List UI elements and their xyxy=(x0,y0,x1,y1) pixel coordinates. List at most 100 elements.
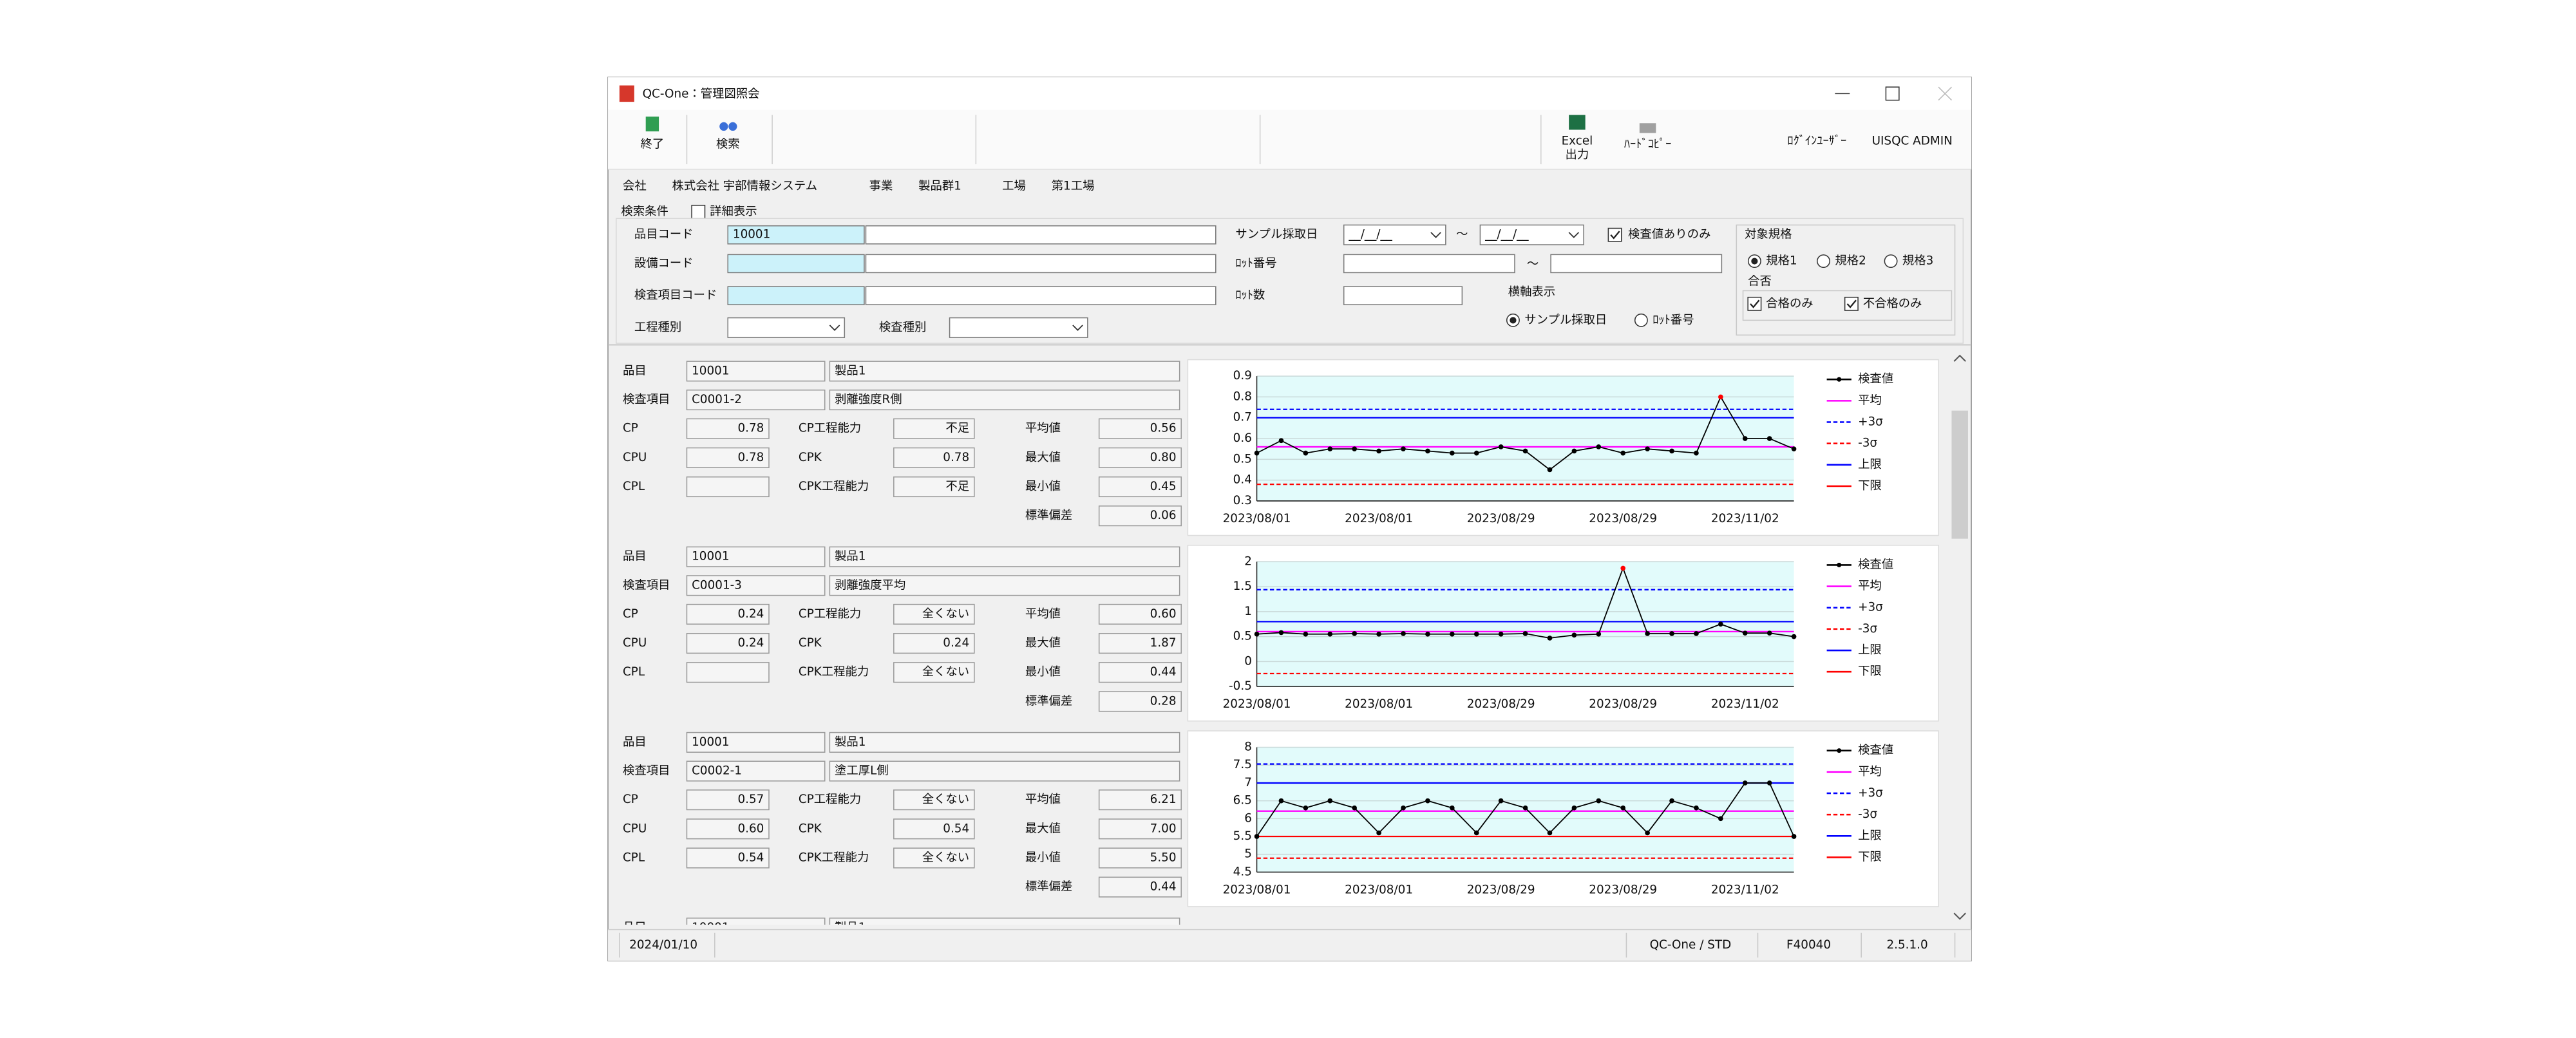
item-name-input[interactable] xyxy=(866,226,1215,244)
x-tick-label: 2023/08/01 xyxy=(1223,512,1291,525)
data-point xyxy=(1474,632,1479,637)
item-code: 10001 xyxy=(692,364,729,377)
inspection-label: 検査項目 xyxy=(623,393,670,406)
business: 製品群1 xyxy=(918,179,961,193)
legend-label: -3σ xyxy=(1858,437,1877,450)
data-point xyxy=(1620,566,1625,571)
inspection-label: 検査項目 xyxy=(623,578,670,592)
y-tick-label: 8 xyxy=(1244,741,1252,754)
spec-radio[interactable] xyxy=(1884,255,1897,267)
item-label: 品目 xyxy=(623,550,647,563)
spec-option: 規格2 xyxy=(1835,254,1866,268)
x-tick-label: 2023/08/29 xyxy=(1467,697,1535,711)
lot-from-input[interactable] xyxy=(1344,254,1515,272)
data-point xyxy=(1499,632,1504,637)
detail-checkbox[interactable] xyxy=(692,205,705,218)
stat-value: 0.06 xyxy=(1150,509,1177,522)
stat-label: 平均値 xyxy=(1025,607,1061,621)
stat-value: 0.44 xyxy=(1150,665,1177,679)
stat-value: 5.50 xyxy=(1150,851,1177,864)
y-tick-label: 4.5 xyxy=(1233,865,1252,878)
item-name: 製品1 xyxy=(835,550,866,563)
spec-option: 規格1 xyxy=(1766,254,1797,268)
data-point xyxy=(1572,806,1577,811)
y-tick-label: 0.3 xyxy=(1233,494,1252,507)
data-point xyxy=(1303,632,1309,637)
inspection-code-input[interactable] xyxy=(728,287,864,305)
inspection-label: 検査項目 xyxy=(623,764,670,778)
stat-value: 0.60 xyxy=(1150,607,1177,621)
y-tick-label: 0.8 xyxy=(1233,390,1252,403)
app-icon xyxy=(620,86,634,102)
pass-checkbox[interactable] xyxy=(1748,297,1761,310)
data-point xyxy=(1327,446,1332,451)
legend-label: 平均 xyxy=(1858,765,1882,778)
combo-value: __/__/__ xyxy=(1348,228,1392,241)
stat-value: 0.57 xyxy=(737,793,764,806)
status-date: 2024/01/10 xyxy=(629,938,697,952)
pass-option: 合格のみ xyxy=(1766,297,1813,310)
search-icon[interactable] xyxy=(719,122,728,131)
data-point xyxy=(1279,630,1284,636)
data-point xyxy=(1401,446,1406,451)
spec-option: 規格3 xyxy=(1902,254,1933,268)
data-point xyxy=(1255,834,1260,839)
radio-dot xyxy=(1751,258,1757,264)
stat-field xyxy=(687,477,769,497)
spec-radio[interactable] xyxy=(1817,255,1830,267)
stat-label: 標準偏差 xyxy=(1025,694,1072,708)
process-type-label: 工程種別 xyxy=(634,321,681,334)
inspection-type-combo[interactable] xyxy=(950,318,1088,338)
data-point xyxy=(1548,831,1553,836)
data-point xyxy=(1743,436,1748,441)
legend-label: 検査値 xyxy=(1858,372,1893,386)
legend-label: 下限 xyxy=(1858,665,1882,678)
stat-value: 0.44 xyxy=(1150,880,1177,894)
stat-value: 0.24 xyxy=(737,607,764,621)
process-type-combo[interactable] xyxy=(728,318,844,338)
pass-checkbox[interactable] xyxy=(1845,297,1858,310)
exit-icon[interactable] xyxy=(646,117,659,131)
lot-count-input[interactable] xyxy=(1344,287,1463,305)
exit-button[interactable]: 終了 xyxy=(641,137,665,151)
stat-label: CPK工程能力 xyxy=(799,851,869,864)
equipment-code-input[interactable] xyxy=(728,254,864,272)
data-point xyxy=(1694,631,1699,636)
stat-label: CP xyxy=(623,607,638,621)
item-code-value: 10001 xyxy=(733,228,770,241)
hardcopy-button[interactable]: ﾊｰﾄﾞｺﾋﾟｰ xyxy=(1624,137,1671,151)
equipment-name-input[interactable] xyxy=(866,254,1215,272)
data-point xyxy=(1548,636,1553,641)
stat-value: 0.28 xyxy=(1150,694,1177,708)
x-tick-label: 2023/08/29 xyxy=(1467,883,1535,896)
inspection-name-input[interactable] xyxy=(866,287,1215,305)
legend-label: 上限 xyxy=(1858,458,1882,471)
status-edition: QC-One / STD xyxy=(1650,938,1732,952)
scrollbar-thumb[interactable] xyxy=(1951,411,1968,539)
data-point xyxy=(1767,780,1772,786)
item-name-field xyxy=(829,733,1179,753)
data-point xyxy=(1523,631,1528,636)
y-tick-label: 0 xyxy=(1244,654,1252,668)
excel-icon[interactable] xyxy=(1569,115,1586,130)
excel-button[interactable]: 出力 xyxy=(1566,148,1589,162)
hardcopy-icon[interactable] xyxy=(1640,123,1656,133)
data-point xyxy=(1327,798,1332,804)
data-point xyxy=(1425,632,1430,637)
y-tick-label: 0.5 xyxy=(1233,630,1252,643)
data-point xyxy=(1572,632,1577,637)
data-point xyxy=(1303,451,1309,456)
lot-to-input[interactable] xyxy=(1551,254,1721,272)
x-axis-radio[interactable] xyxy=(1635,314,1647,326)
stat-label: CPK xyxy=(799,451,822,464)
search-icon[interactable] xyxy=(728,122,737,131)
x-tick-label: 2023/08/01 xyxy=(1345,697,1413,711)
inspection-code-label: 検査項目コード xyxy=(634,288,717,302)
values-only-checkbox[interactable] xyxy=(1608,229,1621,241)
login-user: UISQC ADMIN xyxy=(1872,134,1953,147)
y-tick-label: 0.7 xyxy=(1233,411,1252,424)
excel-button[interactable]: Excel xyxy=(1562,134,1593,147)
search-button[interactable]: 検索 xyxy=(716,137,740,151)
data-point xyxy=(1450,806,1455,811)
